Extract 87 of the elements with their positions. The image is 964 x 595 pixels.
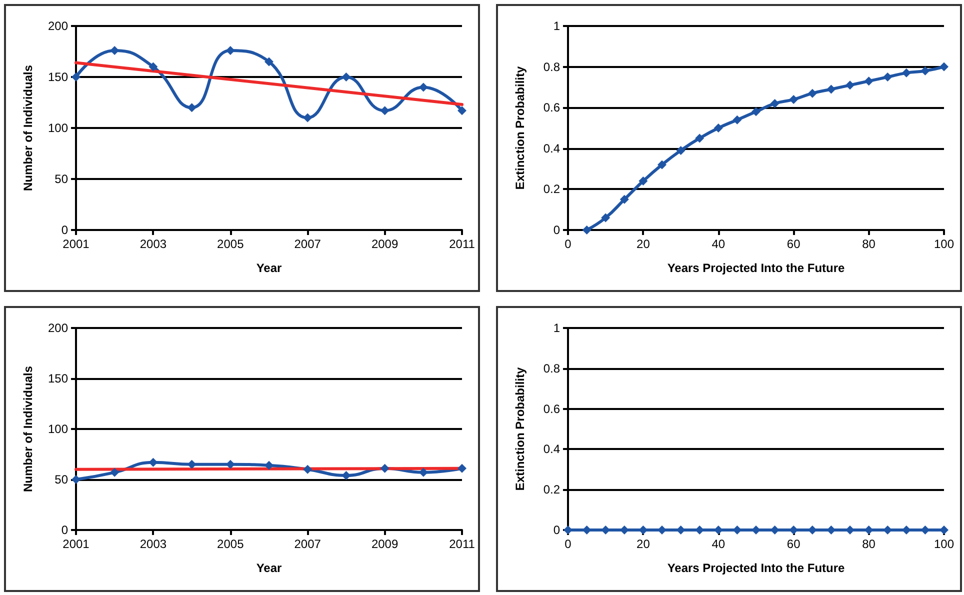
x-tick-label: 20 [636, 237, 650, 251]
y-tick-label: 0.8 [543, 361, 560, 376]
point [920, 66, 930, 76]
y-tick-label: 0 [61, 223, 68, 237]
point [418, 82, 428, 92]
x-tick-label: 2005 [217, 237, 244, 251]
y-tick-label: 0.2 [543, 482, 560, 497]
point [732, 115, 742, 124]
point [826, 84, 836, 94]
x-tick-label: 2001 [62, 537, 90, 551]
x-axis-title: Years Projected Into the Future [667, 261, 846, 275]
x-tick-label: 2003 [140, 237, 167, 251]
y-tick-label: 0.4 [543, 442, 560, 456]
point [458, 106, 466, 116]
y-tick-label: 0.6 [543, 402, 560, 416]
y-tick-label: 0.6 [543, 100, 560, 115]
x-tick-label: 2011 [449, 537, 476, 551]
x-tick-label: 100 [934, 237, 954, 251]
x-tick-label: 2005 [217, 537, 244, 551]
point [148, 62, 158, 72]
point [940, 62, 948, 72]
y-tick-label: 150 [48, 372, 68, 386]
point [789, 94, 798, 104]
x-axis-title: Year [256, 561, 282, 575]
y-tick-label: 0.4 [543, 141, 560, 156]
point [752, 107, 760, 116]
x-axis-title: Years Projected Into the Future [667, 561, 846, 575]
point [303, 464, 312, 474]
x-tick-label: 80 [862, 537, 876, 551]
y-tick-label: 200 [48, 321, 68, 335]
point [695, 134, 704, 143]
point [342, 72, 351, 82]
point [864, 76, 874, 86]
point [380, 464, 390, 473]
point [902, 68, 911, 78]
x-tick-label: 100 [934, 537, 954, 551]
point [110, 468, 120, 477]
point [714, 124, 723, 132]
x-tick-label: 2007 [294, 537, 322, 551]
y-tick-label: 200 [48, 19, 68, 33]
point [187, 103, 196, 112]
y-tick-label: 100 [48, 422, 68, 436]
x-tick-label: 0 [564, 237, 572, 251]
x-tick-label: 2003 [140, 537, 167, 551]
y-tick-label: 1 [553, 321, 560, 335]
y-tick-label: 0.8 [543, 60, 560, 74]
x-tick-label: 40 [712, 237, 726, 251]
point [770, 99, 780, 108]
y-tick-label: 150 [48, 70, 68, 84]
x-tick-label: 80 [862, 237, 876, 251]
y-tick-label: 100 [48, 121, 68, 135]
point [808, 88, 817, 98]
point [458, 464, 466, 473]
point [638, 176, 648, 186]
point [601, 213, 610, 222]
y-tick-label: 0 [553, 523, 560, 537]
point [846, 80, 854, 90]
x-tick-label: 20 [636, 537, 650, 551]
x-tick-label: 2001 [62, 237, 90, 251]
x-tick-label: 40 [712, 537, 726, 551]
x-tick-label: 60 [786, 537, 801, 551]
point [380, 106, 390, 116]
y-tick-label: 0.2 [543, 182, 560, 196]
x-axis-title: Year [256, 261, 282, 275]
point [582, 226, 592, 234]
y-tick-label: 0 [61, 523, 68, 537]
x-tick-label: 0 [564, 537, 572, 551]
y-tick-label: 0 [553, 223, 560, 237]
point [264, 57, 274, 66]
y-axis-title: Number of Individuals [21, 366, 35, 492]
point [883, 72, 892, 82]
point [620, 194, 629, 204]
x-tick-label: 2009 [371, 537, 398, 551]
y-tick-label: 50 [54, 472, 68, 486]
point [676, 146, 686, 155]
point [264, 460, 274, 470]
x-tick-label: 2007 [294, 237, 322, 251]
y-axis-title: Extinction Probability [513, 66, 527, 190]
point [658, 160, 666, 170]
y-tick-label: 1 [553, 19, 560, 33]
point [303, 113, 312, 122]
y-axis-title: Extinction Probability [513, 367, 527, 491]
x-tick-label: 60 [786, 237, 801, 251]
x-tick-label: 2011 [449, 237, 476, 251]
y-axis-title: Number of Individuals [21, 64, 35, 192]
x-tick-label: 2009 [371, 237, 398, 251]
y-tick-label: 50 [54, 172, 68, 186]
